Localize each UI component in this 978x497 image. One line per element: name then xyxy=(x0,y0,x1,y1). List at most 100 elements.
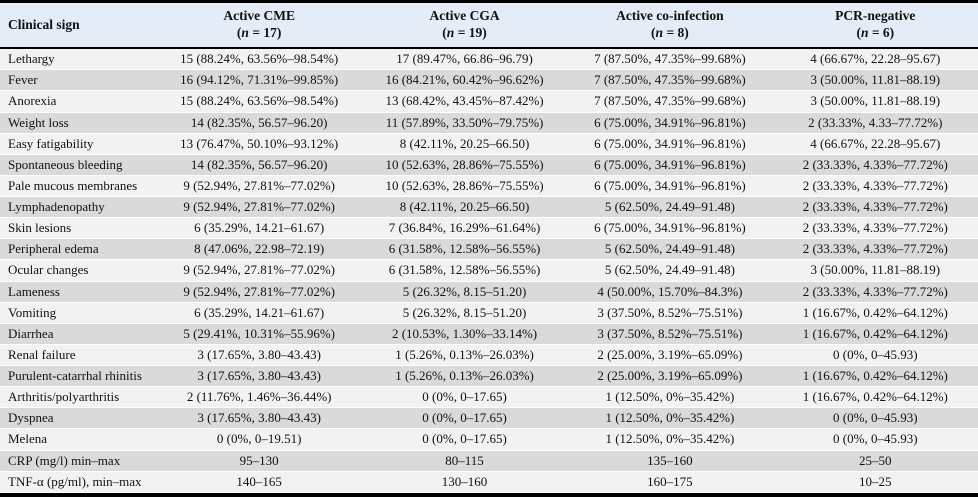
cell-active-cga: 80–115 xyxy=(361,450,568,472)
column-label: Active CGA xyxy=(429,8,500,24)
cell-active-cme: 14 (82.35%, 56.57–96.20) xyxy=(156,112,362,134)
table-body: Lethargy 15 (88.24%, 63.56%–98.54%) 17 (89… xyxy=(0,48,978,493)
cell-active-co-infection: 135–160 xyxy=(567,450,773,472)
table-header: Clinical sign Active CME (n = 17) Active CG… xyxy=(0,3,978,49)
cell-pcr-negative: 2 (33.33%, 4.33%–77.72%) xyxy=(772,281,978,303)
cell-pcr-negative: 1 (16.67%, 0.42%–64.12%) xyxy=(772,323,978,345)
cell-active-co-infection: 7 (87.50%, 47.35%–99.68%) xyxy=(567,69,773,92)
clinical-sign-label: Ocular changes xyxy=(0,259,157,282)
table-row: Melena 0 (0%, 0–19.51) 0 (0%, 0–17.65) 1 (1… xyxy=(0,428,978,451)
cell-active-cga: 7 (36.84%, 16.29%–61.64%) xyxy=(361,217,568,240)
clinical-sign-label: Arthritis/polyarthritis xyxy=(0,386,157,409)
column-n-count: (n = 17) xyxy=(236,25,282,40)
column-n-count: (n = 6) xyxy=(856,25,895,40)
cell-pcr-negative: 1 (16.67%, 0.42%–64.12%) xyxy=(772,302,978,324)
clinical-sign-label: Lethargy xyxy=(0,48,157,71)
table-row: CRP (mg/l) min–max 95–130 80–115 135–160 25–… xyxy=(0,450,978,472)
clinical-sign-label: Skin lesions xyxy=(0,217,157,240)
cell-active-co-infection: 6 (75.00%, 34.91%–96.81%) xyxy=(567,217,773,240)
cell-active-co-infection: 5 (62.50%, 24.49–91.48) xyxy=(567,196,773,219)
table-row: Anorexia 15 (88.24%, 63.56%–98.54%) 13 (68… xyxy=(0,90,978,113)
cell-active-cga: 8 (42.11%, 20.25–66.50) xyxy=(361,196,568,219)
cell-active-co-infection: 1 (12.50%, 0%–35.42%) xyxy=(567,386,773,409)
clinical-sign-label: Anorexia xyxy=(0,90,157,113)
cell-pcr-negative: 2 (33.33%, 4.33%–77.72%) xyxy=(772,196,978,219)
cell-active-cga: 1 (5.26%, 0.13%–26.03%) xyxy=(361,365,568,388)
clinical-sign-label: Renal failure xyxy=(0,344,157,367)
cell-active-cga: 6 (31.58%, 12.58%–56.55%) xyxy=(361,238,568,261)
clinical-sign-label: Vomiting xyxy=(0,302,157,324)
cell-active-cga: 6 (31.58%, 12.58%–56.55%) xyxy=(361,259,568,282)
cell-active-co-infection: 6 (75.00%, 34.91%–96.81%) xyxy=(567,154,773,176)
column-header-clinical-sign: Clinical sign xyxy=(0,3,157,49)
table-row: Pale mucous membranes 9 (52.94%, 27.81%–7… xyxy=(0,175,978,198)
cell-active-cga: 1 (5.26%, 0.13%–26.03%) xyxy=(361,344,568,367)
table-row: Diarrhea 5 (29.41%, 10.31%–55.96%) 2 (10.5… xyxy=(0,323,978,345)
clinical-sign-label: Pale mucous membranes xyxy=(0,175,157,198)
column-label: Clinical sign xyxy=(8,16,80,32)
cell-active-co-infection: 3 (37.50%, 8.52%–75.51%) xyxy=(567,323,773,345)
cell-active-co-infection: 160–175 xyxy=(567,471,773,493)
clinical-sign-label: Purulent-catarrhal rhinitis xyxy=(0,365,157,388)
cell-active-cga: 0 (0%, 0–17.65) xyxy=(361,386,568,409)
cell-active-cme: 6 (35.29%, 14.21–61.67) xyxy=(156,302,362,324)
cell-pcr-negative: 3 (50.00%, 11.81–88.19) xyxy=(772,259,978,282)
column-label: Active co-infection xyxy=(616,8,724,24)
cell-active-cme: 6 (35.29%, 14.21–61.67) xyxy=(156,217,362,240)
cell-active-cme: 14 (82.35%, 56.57–96.20) xyxy=(156,154,362,176)
cell-active-cme: 9 (52.94%, 27.81%–77.02%) xyxy=(156,196,362,219)
cell-active-cme: 0 (0%, 0–19.51) xyxy=(156,428,362,451)
cell-active-co-infection: 1 (12.50%, 0%–35.42%) xyxy=(567,407,773,430)
table-row: Weight loss 14 (82.35%, 56.57–96.20) 11 (5… xyxy=(0,112,978,134)
column-n-count: (n = 19) xyxy=(442,25,487,40)
cell-active-cme: 16 (94.12%, 71.31%–99.85%) xyxy=(156,69,362,92)
cell-active-cga: 10 (52.63%, 28.86%–75.55%) xyxy=(361,175,568,198)
cell-pcr-negative: 0 (0%, 0–45.93) xyxy=(772,407,978,430)
cell-active-cga: 0 (0%, 0–17.65) xyxy=(361,428,568,451)
cell-active-cme: 9 (52.94%, 27.81%–77.02%) xyxy=(156,175,362,198)
cell-active-co-infection: 2 (25.00%, 3.19%–65.09%) xyxy=(567,344,773,367)
cell-pcr-negative: 25–50 xyxy=(772,450,978,472)
cell-pcr-negative: 4 (66.67%, 22.28–95.67) xyxy=(772,133,978,155)
cell-pcr-negative: 3 (50.00%, 11.81–88.19) xyxy=(772,69,978,92)
cell-pcr-negative: 1 (16.67%, 0.42%–64.12%) xyxy=(772,386,978,409)
cell-active-cga: 16 (84.21%, 60.42%–96.62%) xyxy=(361,69,568,92)
header-row: Clinical sign Active CME (n = 17) Active CG… xyxy=(0,3,978,49)
table-row: Renal failure 3 (17.65%, 3.80–43.43) 1 (5.… xyxy=(0,344,978,367)
cell-pcr-negative: 0 (0%, 0–45.93) xyxy=(772,428,978,451)
cell-active-cme: 15 (88.24%, 63.56%–98.54%) xyxy=(156,48,362,71)
cell-active-cga: 0 (0%, 0–17.65) xyxy=(361,407,568,430)
column-label: Active CME xyxy=(223,8,295,24)
cell-active-co-infection: 7 (87.50%, 47.35%–99.68%) xyxy=(567,90,773,113)
column-label: PCR-negative xyxy=(835,8,916,24)
cell-pcr-negative: 2 (33.33%, 4.33%–77.72%) xyxy=(772,238,978,261)
cell-active-co-infection: 5 (62.50%, 24.49–91.48) xyxy=(567,238,773,261)
clinical-sign-label: Weight loss xyxy=(0,112,157,134)
clinical-sign-label: TNF-α (pg/ml), min–max xyxy=(0,471,157,493)
table-row: Lameness 9 (52.94%, 27.81%–77.02%) 5 (26.3… xyxy=(0,281,978,303)
table-row: Ocular changes 9 (52.94%, 27.81%–77.02%) 6… xyxy=(0,259,978,282)
clinical-sign-label: Melena xyxy=(0,428,157,451)
cell-active-co-infection: 2 (25.00%, 3.19%–65.09%) xyxy=(567,365,773,388)
cell-active-co-infection: 3 (37.50%, 8.52%–75.51%) xyxy=(567,302,773,324)
cell-active-cga: 11 (57.89%, 33.50%–79.75%) xyxy=(361,112,568,134)
column-header-active-cme: Active CME (n = 17) xyxy=(156,3,362,49)
clinical-sign-label: Dyspnea xyxy=(0,407,157,430)
clinical-sign-label: Diarrhea xyxy=(0,323,157,345)
table-row: Lymphadenopathy 9 (52.94%, 27.81%–77.02%)… xyxy=(0,196,978,219)
cell-active-co-infection: 6 (75.00%, 34.91%–96.81%) xyxy=(567,133,773,155)
clinical-sign-label: Lameness xyxy=(0,281,157,303)
cell-pcr-negative: 3 (50.00%, 11.81–88.19) xyxy=(772,90,978,113)
cell-active-cga: 13 (68.42%, 43.45%–87.42%) xyxy=(361,90,568,113)
cell-pcr-negative: 10–25 xyxy=(772,471,978,493)
cell-active-cga: 130–160 xyxy=(361,471,568,493)
cell-active-cme: 2 (11.76%, 1.46%–36.44%) xyxy=(156,386,362,409)
cell-pcr-negative: 2 (33.33%, 4.33%–77.72%) xyxy=(772,217,978,240)
cell-active-cga: 8 (42.11%, 20.25–66.50) xyxy=(361,133,568,155)
table-row: Purulent-catarrhal rhinitis 3 (17.65%, 3.… xyxy=(0,365,978,388)
cell-active-cme: 9 (52.94%, 27.81%–77.02%) xyxy=(156,281,362,303)
cell-active-cme: 13 (76.47%, 50.10%–93.12%) xyxy=(156,133,362,155)
column-header-active-cga: Active CGA (n = 19) xyxy=(361,3,568,49)
cell-active-co-infection: 6 (75.00%, 34.91%–96.81%) xyxy=(567,175,773,198)
cell-pcr-negative: 2 (33.33%, 4.33%–77.72%) xyxy=(772,154,978,176)
